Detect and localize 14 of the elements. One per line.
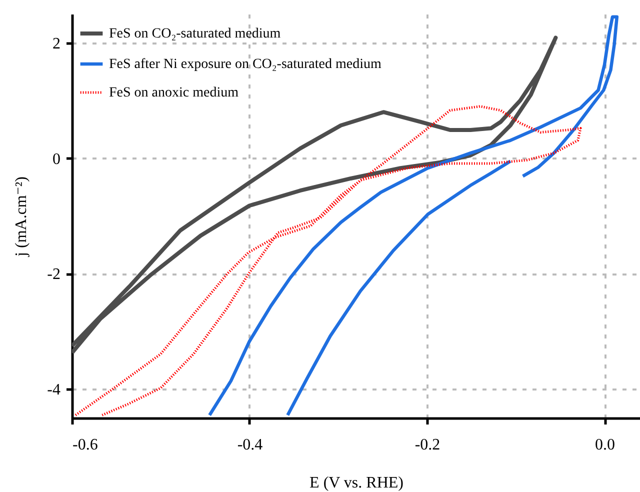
- y-axis-title: j (mA.cm⁻²): [13, 176, 30, 258]
- legend-label: FeS after Ni exposure on CO₂-saturated medium: [109, 57, 382, 72]
- legend-label: FeS on CO₂-saturated medium: [109, 26, 281, 42]
- y-tick-label: -4: [47, 382, 60, 399]
- x-axis-title: E (V vs. RHE): [310, 474, 404, 492]
- legend-label: FeS on anoxic medium: [109, 86, 239, 100]
- x-tick-label: -0.4: [237, 436, 263, 454]
- y-tick-label: -2: [47, 266, 60, 284]
- x-tick-label: -0.6: [72, 436, 98, 454]
- y-tick-label: 2: [52, 35, 60, 52]
- line-series: [74, 105, 582, 416]
- x-tick-label: -0.2: [414, 436, 440, 454]
- y-tick-label: 0: [52, 150, 60, 168]
- x-tick-label: 0.0: [595, 436, 615, 454]
